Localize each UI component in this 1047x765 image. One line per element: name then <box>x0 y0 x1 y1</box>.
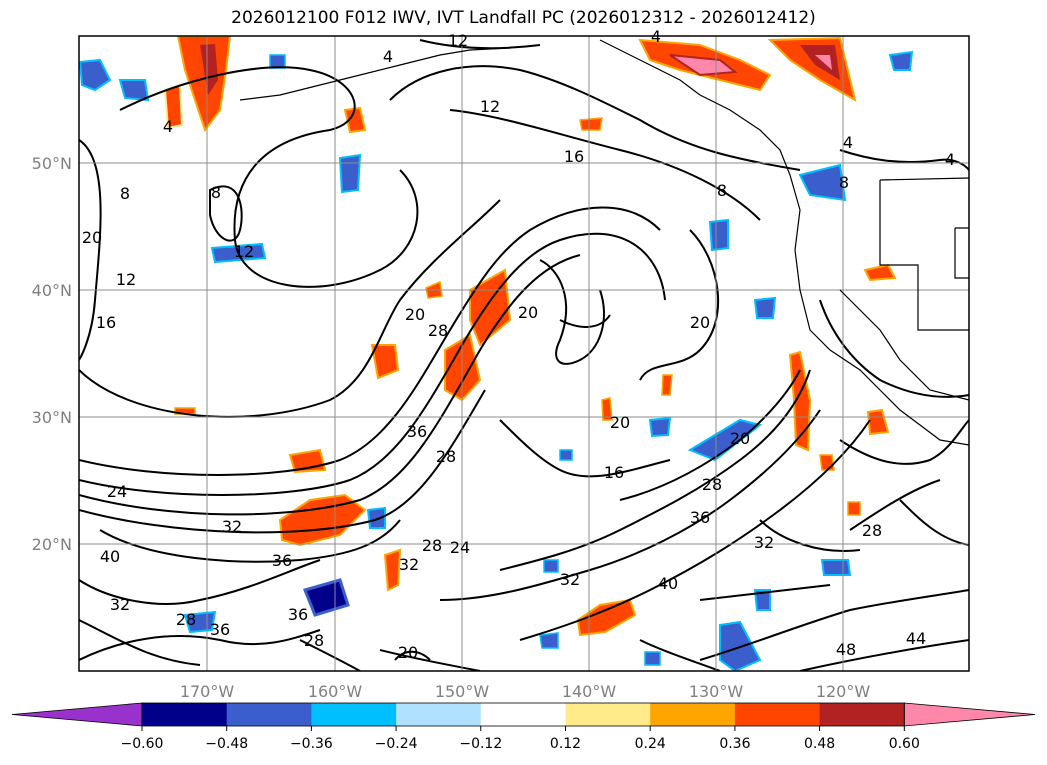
contour-label: 16 <box>564 147 584 166</box>
contour-label: 8 <box>717 181 727 200</box>
colorbar-outline <box>141 702 905 727</box>
contour-label: 4 <box>163 117 173 136</box>
contour-label: 36 <box>210 620 230 639</box>
colorbar-segment <box>819 703 905 726</box>
iwv-contours <box>79 39 969 671</box>
contour-label: 20 <box>405 305 425 324</box>
colorbar-tick-label: 0.12 <box>550 736 581 752</box>
colorbar-segment <box>396 703 482 726</box>
contour-label: 48 <box>836 640 856 659</box>
colorbar-segment <box>734 703 821 726</box>
contour-label: 20 <box>610 413 630 432</box>
contour-label: 20 <box>82 228 102 247</box>
colorbar-tick-label: −0.24 <box>375 736 418 752</box>
negative-shading <box>79 50 914 671</box>
colorbar-extend-low <box>11 702 143 727</box>
colorbar-tick-label: 0.24 <box>635 736 666 752</box>
lat-label-40: 40°N <box>32 281 72 300</box>
lon-label-130w: 130°W <box>689 682 744 701</box>
colorbar: −0.60 −0.48 −0.36 −0.24 −0.12 0.12 0.24 0.36 0.4… <box>11 702 1036 752</box>
contour-label: 4 <box>383 47 393 66</box>
positive-shading <box>163 36 897 637</box>
contour-label: 8 <box>839 173 849 192</box>
contour-label: 12 <box>480 97 500 116</box>
colorbar-segment <box>226 703 312 726</box>
colorbar-segment <box>142 703 228 726</box>
colorbar-extend-high <box>903 702 1036 727</box>
colorbar-tick-label: 0.36 <box>719 736 750 752</box>
map-title: 2026012100 F012 IWV, IVT Landfall PC (20… <box>231 8 816 28</box>
colorbar-tick-label: −0.48 <box>205 736 248 752</box>
contour-label: 20 <box>690 313 710 332</box>
contour-label: 28 <box>304 631 324 650</box>
contour-label: 28 <box>862 521 882 540</box>
contour-label: 28 <box>176 610 196 629</box>
colorbar-tick-label: 0.48 <box>804 736 835 752</box>
lon-label-160w: 160°W <box>308 682 363 701</box>
contour-label: 8 <box>211 183 221 202</box>
contour-label: 4 <box>651 27 661 46</box>
contour-label: 20 <box>518 303 538 322</box>
contour-label: 32 <box>110 595 130 614</box>
colorbar-tick-label: −0.12 <box>459 736 502 752</box>
lat-label-30: 30°N <box>32 408 72 427</box>
contour-label: 28 <box>428 321 448 340</box>
colorbar-segment <box>650 703 736 726</box>
lon-label-140w: 140°W <box>562 682 617 701</box>
graticule <box>79 36 969 671</box>
colorbar-tick-label: 0.60 <box>889 736 920 752</box>
contour-label: 32 <box>560 570 580 589</box>
contour-label: 36 <box>272 551 292 570</box>
lat-label-50: 50°N <box>32 154 72 173</box>
contour-label: 20 <box>398 643 418 662</box>
contour-label: 16 <box>96 313 116 332</box>
lon-label-120w: 120°W <box>816 682 871 701</box>
lat-label-20: 20°N <box>32 535 72 554</box>
contour-label: 40 <box>658 574 678 593</box>
contour-label: 28 <box>422 536 442 555</box>
contour-label: 12 <box>448 31 468 50</box>
colorbar-tick-label: −0.60 <box>121 736 164 752</box>
coastlines <box>239 39 969 446</box>
contour-label: 20 <box>730 429 750 448</box>
contour-label: 40 <box>100 547 120 566</box>
contour-label: 12 <box>116 270 136 289</box>
contour-label: 28 <box>436 447 456 466</box>
contour-label: 36 <box>407 422 427 441</box>
lon-label-170w: 170°W <box>180 682 235 701</box>
contour-label: 32 <box>754 533 774 552</box>
lat-axis-labels: 50°N 40°N 30°N 20°N <box>32 154 72 554</box>
contour-label: 44 <box>906 629 926 648</box>
contour-label: 32 <box>399 555 419 574</box>
colorbar-segment <box>480 703 566 726</box>
contour-label: 24 <box>450 538 470 557</box>
contour-label: 4 <box>945 150 955 169</box>
colorbar-segment <box>565 703 651 726</box>
contour-label: 28 <box>702 475 722 494</box>
contour-label: 24 <box>107 482 127 501</box>
colorbar-tick-label: −0.36 <box>290 736 333 752</box>
contour-label: 36 <box>288 605 308 624</box>
contour-label: 36 <box>690 508 710 527</box>
lon-label-150w: 150°W <box>435 682 490 701</box>
contour-label: 4 <box>843 133 853 152</box>
contour-label: 32 <box>222 517 242 536</box>
colorbar-segment <box>311 703 397 726</box>
lon-axis-labels: 170°W 160°W 150°W 140°W 130°W 120°W <box>180 682 871 701</box>
contour-label: 12 <box>234 242 254 261</box>
contour-label: 16 <box>604 463 624 482</box>
contour-label: 8 <box>120 184 130 203</box>
